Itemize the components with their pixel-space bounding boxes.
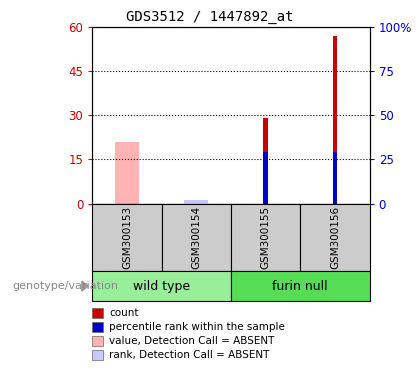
Text: percentile rank within the sample: percentile rank within the sample (109, 322, 285, 332)
Polygon shape (82, 281, 88, 291)
Bar (231, 204, 300, 271)
Text: GSM300155: GSM300155 (261, 205, 270, 269)
Text: wild type: wild type (133, 280, 190, 293)
Text: count: count (109, 308, 139, 318)
Text: GSM300156: GSM300156 (330, 205, 340, 269)
Bar (263, 152, 268, 204)
Text: GSM300154: GSM300154 (192, 205, 201, 269)
Bar (231, 271, 370, 301)
Bar (300, 204, 370, 271)
Bar (263, 118, 268, 204)
Bar (92, 204, 162, 271)
Bar (333, 36, 337, 204)
Text: rank, Detection Call = ABSENT: rank, Detection Call = ABSENT (109, 350, 270, 360)
Text: furin null: furin null (273, 280, 328, 293)
Bar (162, 204, 231, 271)
Bar (92, 271, 231, 301)
Text: genotype/variation: genotype/variation (13, 281, 118, 291)
Text: GDS3512 / 1447892_at: GDS3512 / 1447892_at (126, 10, 294, 23)
Text: GSM300153: GSM300153 (122, 205, 132, 269)
Bar (115, 142, 139, 204)
Bar (184, 200, 208, 204)
Text: value, Detection Call = ABSENT: value, Detection Call = ABSENT (109, 336, 275, 346)
Bar (333, 152, 337, 204)
